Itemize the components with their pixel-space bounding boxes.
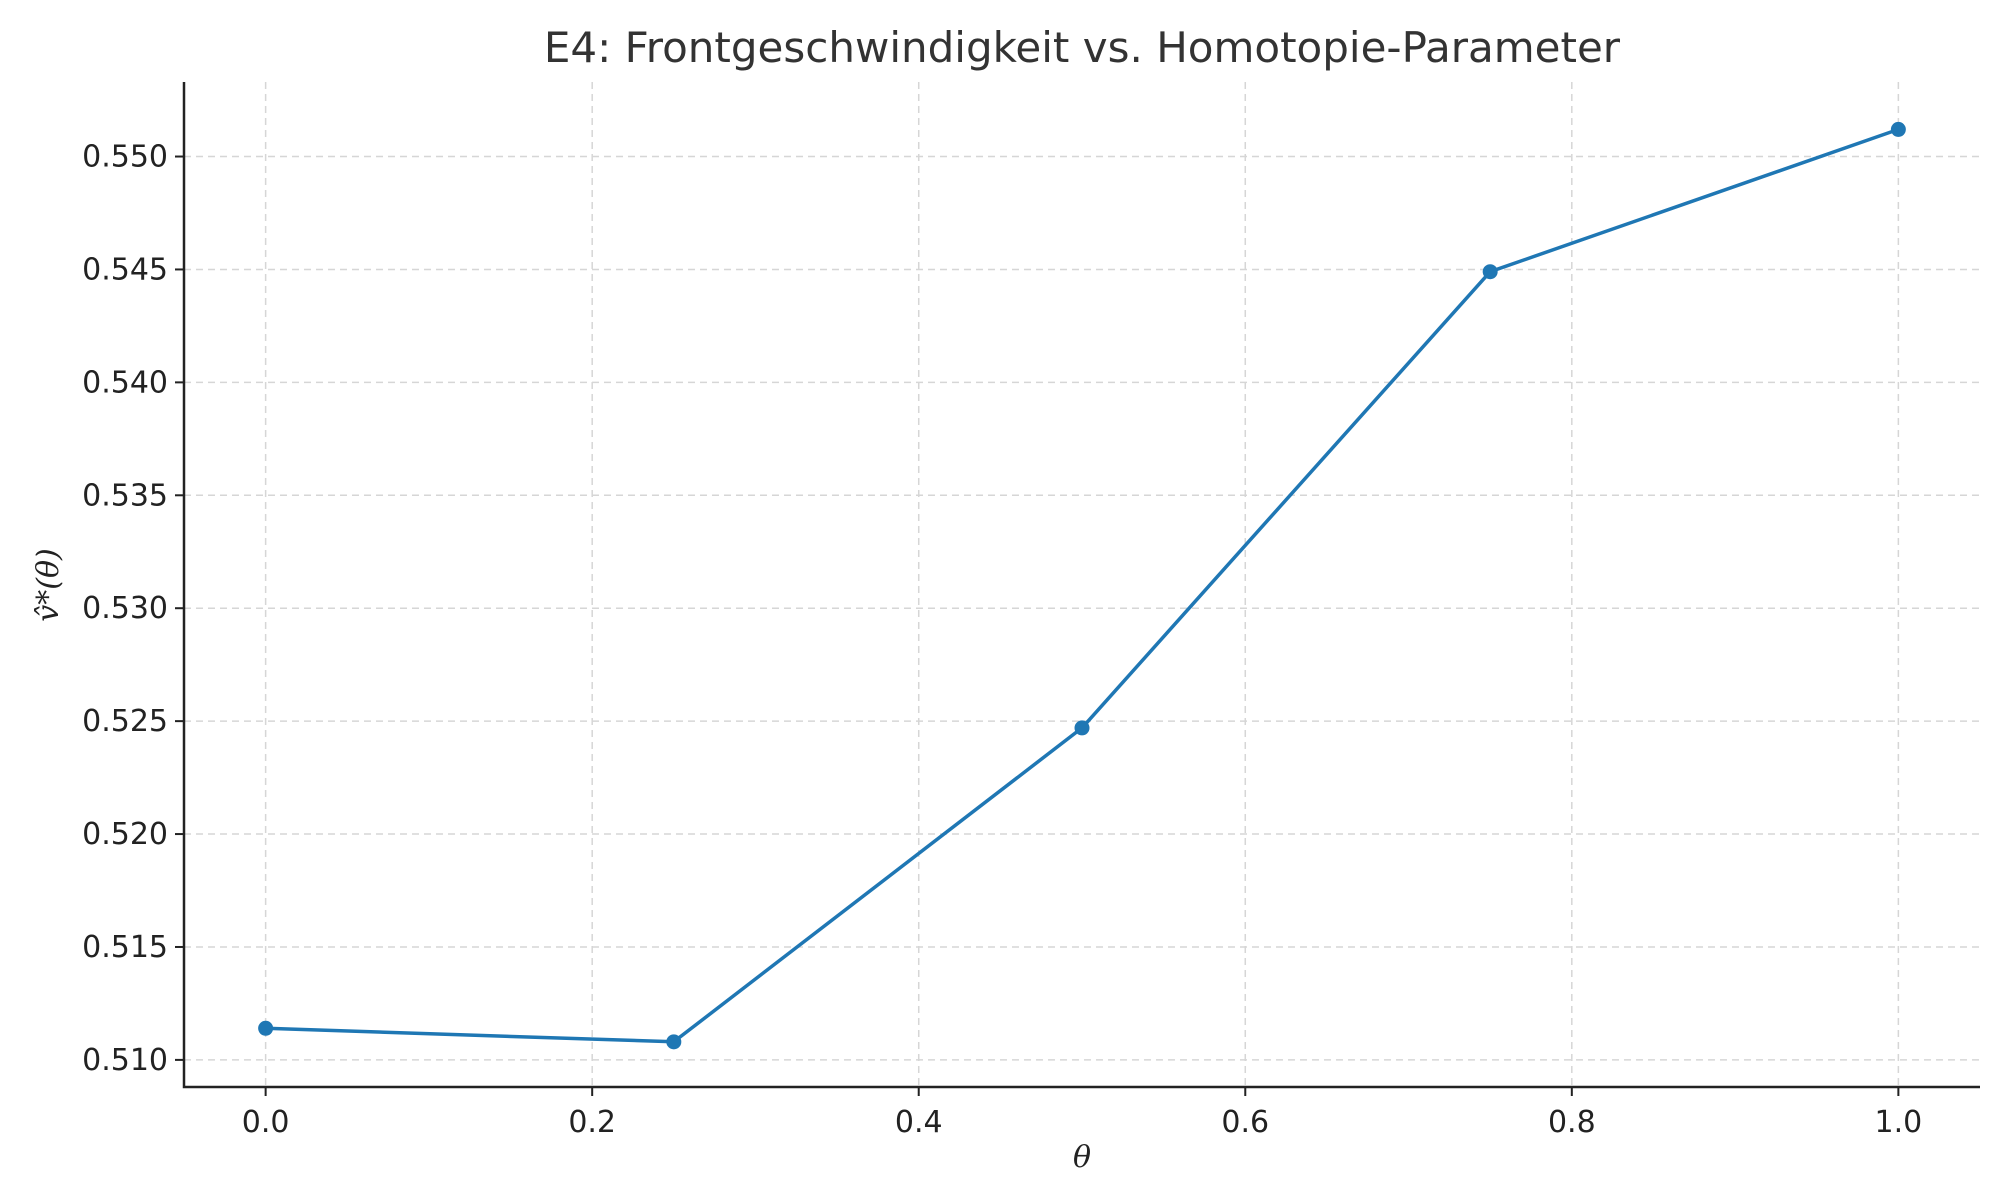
x-axis-label: θ: [1073, 1140, 1091, 1175]
y-tick-label: 0.525: [82, 704, 168, 739]
y-tick-label: 0.535: [82, 478, 168, 513]
y-tick-label: 0.530: [82, 591, 168, 626]
y-tick-label: 0.515: [82, 930, 168, 965]
y-tick-label: 0.510: [82, 1043, 168, 1078]
x-tick-label: 0.0: [242, 1105, 290, 1140]
data-point: [258, 1020, 274, 1036]
series-line: [265, 127, 1899, 1044]
x-tick-label: 0.8: [1548, 1105, 1596, 1140]
y-tick-label: 0.520: [82, 817, 168, 852]
y-tick-label: 0.545: [82, 252, 168, 287]
chart-title: E4: Frontgeschwindigkeit vs. Homotopie-P…: [544, 23, 1621, 72]
data-point: [1890, 121, 1906, 137]
x-tick-label: 1.0: [1875, 1105, 1923, 1140]
data-point: [1482, 264, 1498, 280]
grid: [184, 82, 1980, 1087]
y-tick-label: 0.540: [82, 365, 168, 400]
series-layer: [258, 121, 1906, 1050]
data-point: [666, 1034, 682, 1050]
y-axis-label: v̂*(θ): [31, 548, 66, 621]
y-tick-label: 0.550: [82, 140, 168, 175]
x-axis-ticks: 0.0 0.2 0.4 0.6 0.8 1.0: [242, 1087, 1922, 1140]
y-axis-ticks: 0.510 0.515 0.520 0.525 0.530 0.535 0.540 0.545…: [82, 140, 184, 1078]
x-tick-label: 0.6: [1221, 1105, 1269, 1140]
x-tick-label: 0.4: [895, 1105, 943, 1140]
data-point: [1074, 720, 1090, 736]
x-tick-label: 0.2: [568, 1105, 616, 1140]
axis-spines: [182, 82, 1980, 1089]
